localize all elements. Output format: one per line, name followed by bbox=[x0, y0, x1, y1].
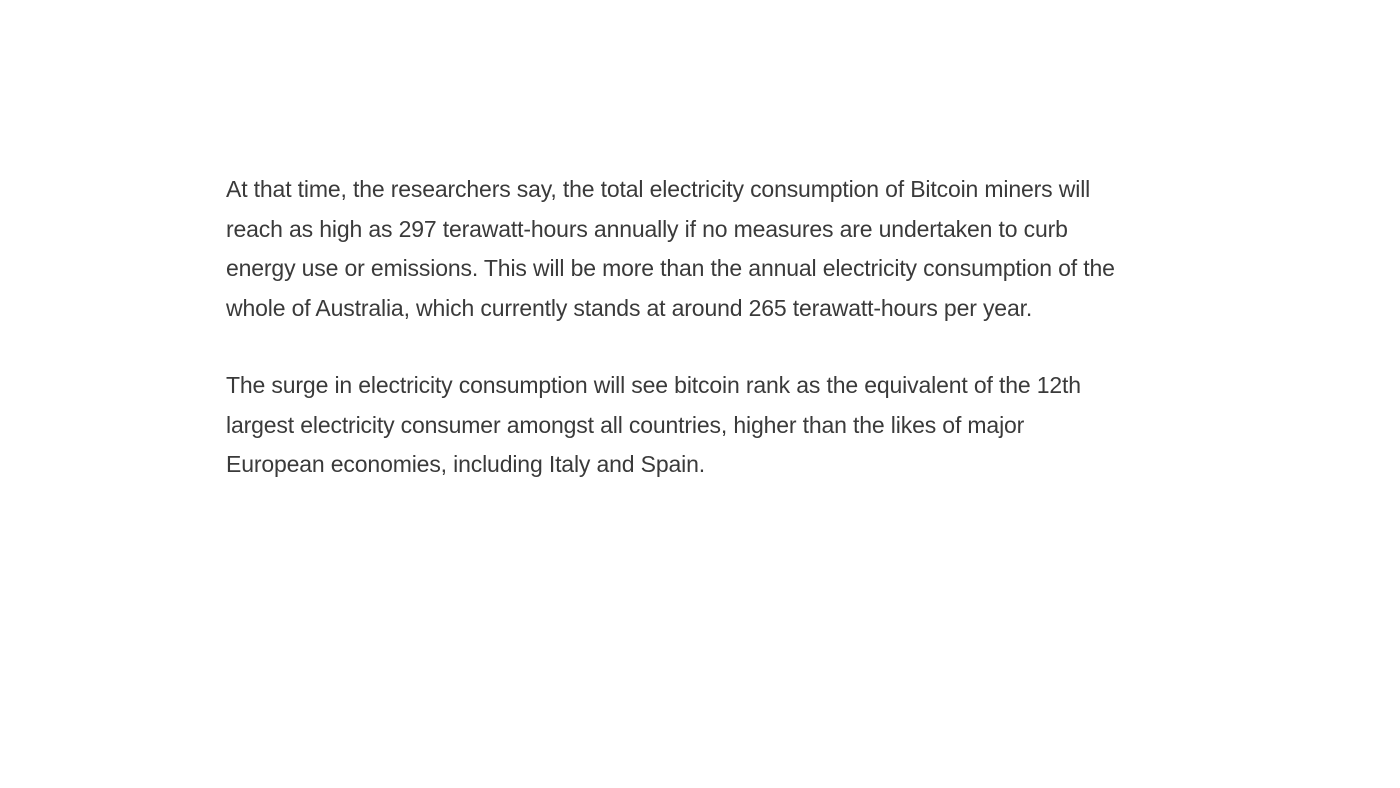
article-body: At that time, the researchers say, the t… bbox=[226, 170, 1201, 485]
article-paragraph: At that time, the researchers say, the t… bbox=[226, 176, 1115, 321]
article-paragraph: The surge in electricity consumption wil… bbox=[226, 372, 1081, 477]
